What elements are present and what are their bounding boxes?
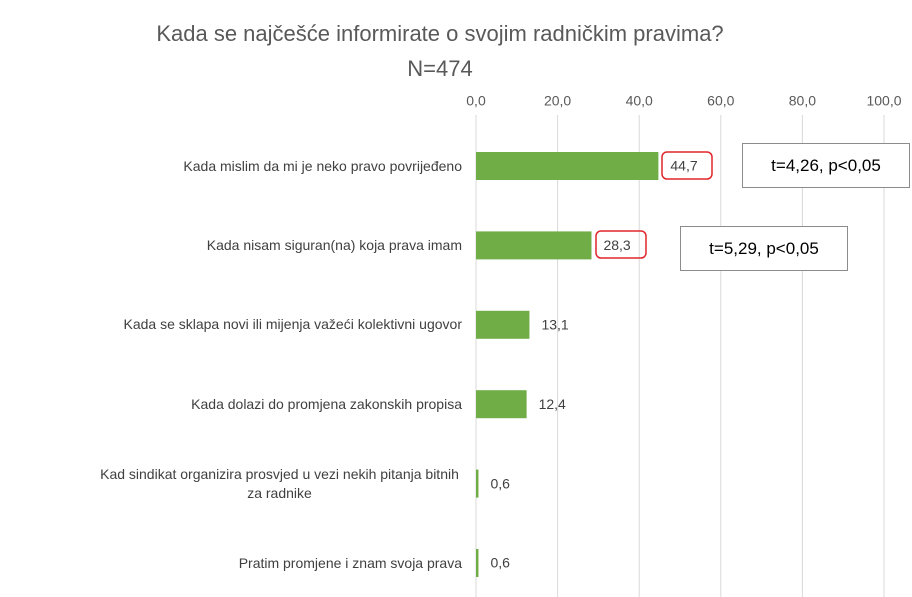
- annotation: t=5,29, p<0,05: [680, 226, 848, 271]
- data-label: 28,3: [603, 237, 630, 253]
- bar: [476, 549, 479, 577]
- y-tick-label: Kada nisam siguran(na) koja prava imam: [206, 236, 462, 253]
- bar: [476, 310, 530, 339]
- x-tick-label: 60,0: [707, 93, 734, 109]
- data-label: 0,6: [490, 555, 510, 571]
- x-tick-label: 100,0: [866, 93, 901, 109]
- category-label-box: Kada mislim da mi je neko pravo povrijeđ…: [6, 136, 462, 196]
- x-tick-label: 80,0: [789, 93, 816, 109]
- category-label-box: Pratim promjene i znam svoja prava: [6, 533, 462, 593]
- data-label: 44,7: [670, 158, 697, 174]
- x-tick-label: 40,0: [626, 93, 653, 109]
- y-tick-label: Kada dolazi do promjena zakonskih propis…: [191, 395, 462, 412]
- x-tick-label: 20,0: [544, 93, 571, 109]
- y-tick-label: Kad sindikat organizira prosvjed u vezi …: [100, 465, 459, 501]
- annotation: t=4,26, p<0,05: [742, 143, 910, 188]
- y-tick-label: Kada se sklapa novi ili mijenja važeći k…: [123, 316, 462, 333]
- bar: [476, 231, 592, 260]
- data-label: 12,4: [539, 396, 566, 412]
- category-label-box: Kada nisam siguran(na) koja prava imam: [6, 215, 462, 275]
- category-label-box: Kad sindikat organizira prosvjed u vezi …: [6, 454, 462, 514]
- category-label-box: Kada se sklapa novi ili mijenja važeći k…: [6, 295, 462, 355]
- highlight: [661, 151, 713, 180]
- bar: [476, 152, 659, 180]
- chart-subtitle: N=474: [407, 56, 472, 81]
- chart-title: Kada se najčešće informirate o svojim ra…: [156, 21, 723, 46]
- category-label-box: Kada dolazi do promjena zakonskih propis…: [6, 374, 462, 434]
- y-tick-label: Pratim promjene i znam svoja prava: [238, 554, 462, 571]
- bar: [476, 469, 479, 498]
- bar: [476, 390, 527, 419]
- y-tick-label: Kada mislim da mi je neko pravo povrijeđ…: [183, 157, 462, 174]
- x-tick-label: 0,0: [466, 93, 486, 109]
- data-label: 0,6: [490, 475, 510, 491]
- data-label: 13,1: [541, 317, 568, 333]
- highlight: [595, 230, 647, 259]
